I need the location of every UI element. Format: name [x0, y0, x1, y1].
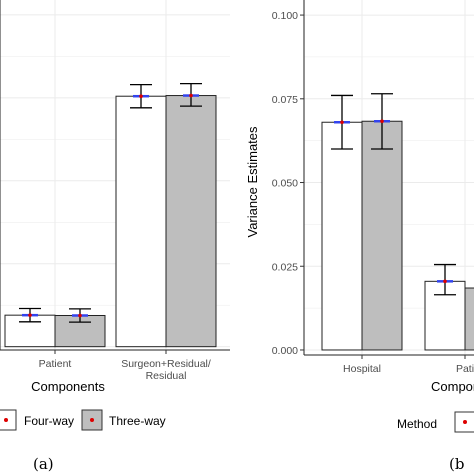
panel-b-x-axis-title: Compon: [431, 379, 474, 394]
bar-three-way: [361, 120, 403, 351]
panel-b: 0.000 0.025 0.050 0.075 0.100 Hospital Pati V…: [245, 0, 474, 473]
estimate-point: [28, 313, 32, 317]
bar-four-way: [115, 95, 167, 348]
legend-a-key-four-way-dot: [4, 418, 8, 422]
panel-a-x-axis-title: Components: [31, 379, 105, 394]
x-tick-label: Hospital: [343, 363, 381, 375]
bar-three-way: [464, 287, 474, 351]
x-tick-label: Surgeon+Residual/: [121, 358, 211, 370]
y-tick-label: 0.050: [272, 178, 298, 190]
legend-a-label-three-way: Three-way: [109, 414, 166, 428]
panel-b-caption: (b: [449, 455, 464, 473]
panel-a-legend: Four-way Three-way: [0, 409, 166, 431]
legend-a-key-three-way-dot: [90, 418, 94, 422]
panel-a: Patient Surgeon+Residual/Residual Compone…: [0, 0, 230, 473]
legend-b-title: Method: [397, 417, 437, 431]
estimate-point: [340, 120, 344, 125]
estimate-point: [189, 93, 193, 98]
panel-b-bars: [321, 93, 474, 351]
panel-a-x-ticks: Patient Surgeon+Residual/Residual: [39, 350, 211, 382]
y-tick-label: 0.075: [272, 94, 298, 106]
bar-four-way: [321, 121, 363, 351]
x-tick-label: Pati: [456, 363, 474, 375]
legend-b-key-four-way-dot: [463, 420, 467, 424]
y-tick-label: 0.025: [272, 261, 298, 273]
estimate-point: [443, 279, 447, 284]
estimate-point: [380, 119, 384, 124]
bar-three-way: [165, 95, 217, 348]
panel-a-caption: (a): [33, 455, 54, 473]
estimate-point: [139, 94, 143, 99]
panel-b-x-ticks: Hospital Pati: [343, 355, 474, 375]
y-tick-label: 0.100: [272, 10, 298, 22]
y-tick-label: 0.000: [272, 345, 298, 357]
panel-b-legend: Method: [397, 411, 474, 433]
panel-a-bars: [4, 82, 217, 348]
estimate-point: [78, 313, 82, 318]
legend-a-label-four-way: Four-way: [24, 414, 74, 428]
x-tick-label: Patient: [39, 358, 72, 370]
panel-b-y-axis-title: Variance Estimates: [245, 126, 260, 238]
x-tick-label: Residual: [146, 370, 187, 382]
panel-b-y-ticks: 0.000 0.025 0.050 0.075 0.100: [272, 10, 304, 357]
